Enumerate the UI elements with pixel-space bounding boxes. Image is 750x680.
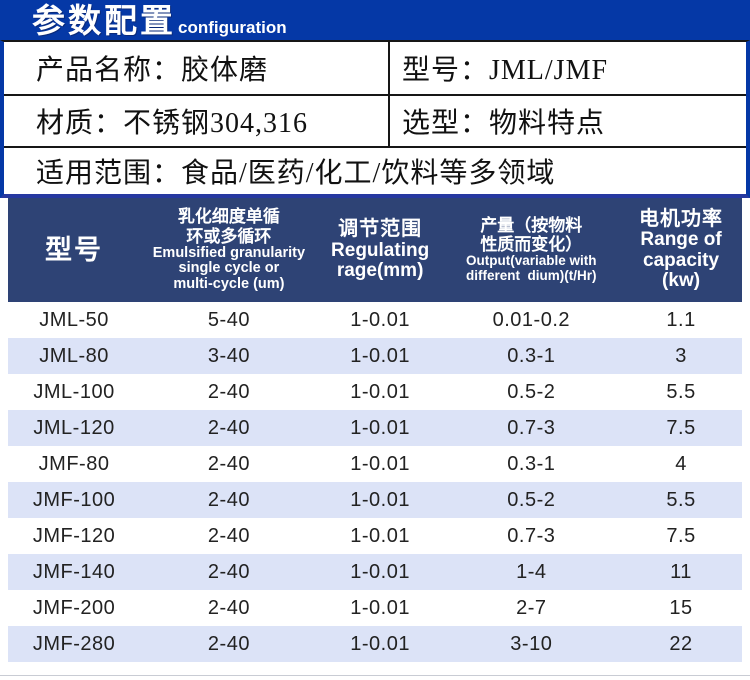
spec-table: 型号 乳化细度单循 环或多循环 Emulsified granularity s… xyxy=(8,198,742,662)
cell-model: JML-120 xyxy=(33,417,115,439)
page-title-en: configuration xyxy=(178,18,287,37)
page-title: 参数配置 xyxy=(32,2,176,39)
cell-granularity: 2-40 xyxy=(207,381,250,403)
table-row: JMF-200 2-40 1-0.01 2-7 15 xyxy=(8,590,742,626)
application-scope-cell: 适用范围：食品/医药/化工/饮料等多领域 xyxy=(36,158,556,189)
header-granularity-en: Emulsified granularity single cycle or m… xyxy=(152,244,306,292)
info-row-name-model: 产品名称：胶体磨 型号：JML/JMF xyxy=(4,42,746,96)
table-body: JML-50 5-40 1-0.01 0.01-0.2 1.1 JML-80 3-40 1-0… xyxy=(8,302,742,662)
title-banner: 参数配置 configuration xyxy=(0,0,750,40)
bottom-divider xyxy=(0,675,750,676)
header-power-en: Range of capacity (kw) xyxy=(640,229,722,292)
header-power-zh: 电机功率 xyxy=(639,208,724,231)
material-cell: 材质：不锈钢304,316 xyxy=(4,96,390,146)
cell-output: 3-10 xyxy=(510,633,553,655)
header-model: 型号 xyxy=(8,198,140,302)
cell-regulating: 1-0.01 xyxy=(350,417,410,439)
cell-model: JML-80 xyxy=(39,345,109,367)
cell-output: 0.7-3 xyxy=(507,417,556,439)
cell-power: 4 xyxy=(675,453,687,475)
cell-granularity: 2-40 xyxy=(207,417,250,439)
model-cell: 型号：JML/JMF xyxy=(402,55,609,86)
table-row: JML-100 2-40 1-0.01 0.5-2 5.5 xyxy=(8,374,742,410)
cell-regulating: 1-0.01 xyxy=(350,381,410,403)
table-row: JML-50 5-40 1-0.01 0.01-0.2 1.1 xyxy=(8,302,742,338)
cell-model: JMF-80 xyxy=(38,453,110,475)
product-info-table: 产品名称：胶体磨 型号：JML/JMF 材质：不锈钢304,316 选型：物料特… xyxy=(0,40,750,198)
table-row: JMF-100 2-40 1-0.01 0.5-2 5.5 xyxy=(8,482,742,518)
table-row: JMF-140 2-40 1-0.01 1-4 11 xyxy=(8,554,742,590)
header-power: 电机功率 Range of capacity (kw) xyxy=(620,198,742,302)
cell-model: JML-50 xyxy=(39,309,109,331)
cell-model: JMF-140 xyxy=(32,561,116,583)
cell-output: 2-7 xyxy=(516,597,547,619)
cell-output: 0.5-2 xyxy=(507,489,556,511)
cell-model: JMF-100 xyxy=(32,489,116,511)
header-regulating: 调节范围 Regulating rage(mm) xyxy=(318,198,443,302)
cell-power: 3 xyxy=(675,345,687,367)
cell-output: 0.7-3 xyxy=(507,525,556,547)
cell-regulating: 1-0.01 xyxy=(350,525,410,547)
cell-power: 7.5 xyxy=(666,417,696,439)
cell-model: JML-100 xyxy=(33,381,115,403)
table-row: JML-80 3-40 1-0.01 0.3-1 3 xyxy=(8,338,742,374)
cell-power: 5.5 xyxy=(666,381,696,403)
cell-granularity: 2-40 xyxy=(207,453,250,475)
table-header: 型号 乳化细度单循 环或多循环 Emulsified granularity s… xyxy=(8,198,742,302)
header-regulating-zh: 调节范围 xyxy=(338,218,423,241)
cell-model: JMF-200 xyxy=(32,597,116,619)
table-row: JML-120 2-40 1-0.01 0.7-3 7.5 xyxy=(8,410,742,446)
cell-granularity: 2-40 xyxy=(207,597,250,619)
cell-granularity: 2-40 xyxy=(207,525,250,547)
cell-output: 1-4 xyxy=(516,561,547,583)
cell-regulating: 1-0.01 xyxy=(350,453,410,475)
table-row: JMF-80 2-40 1-0.01 0.3-1 4 xyxy=(8,446,742,482)
header-model-zh: 型号 xyxy=(45,234,104,265)
header-output: 产量（按物料 性质而变化） Output(variable with diffe… xyxy=(443,198,621,302)
cell-regulating: 1-0.01 xyxy=(350,597,410,619)
cell-power: 1.1 xyxy=(666,309,696,331)
header-granularity-zh: 乳化细度单循 环或多循环 xyxy=(177,207,280,246)
table-row: JMF-280 2-40 1-0.01 3-10 22 xyxy=(8,626,742,662)
cell-output: 0.3-1 xyxy=(507,453,556,475)
cell-granularity: 2-40 xyxy=(207,633,250,655)
cell-output: 0.01-0.2 xyxy=(492,309,570,331)
cell-model: JMF-120 xyxy=(32,525,116,547)
table-row: JMF-120 2-40 1-0.01 0.7-3 7.5 xyxy=(8,518,742,554)
cell-granularity: 2-40 xyxy=(207,489,250,511)
cell-output: 0.5-2 xyxy=(507,381,556,403)
cell-granularity: 5-40 xyxy=(207,309,250,331)
info-row-application: 适用范围：食品/医药/化工/饮料等多领域 xyxy=(4,148,746,194)
cell-regulating: 1-0.01 xyxy=(350,345,410,367)
selection-cell: 选型：物料特点 xyxy=(402,108,606,139)
header-output-zh: 产量（按物料 性质而变化） xyxy=(480,216,583,255)
info-row-material-selection: 材质：不锈钢304,316 选型：物料特点 xyxy=(4,96,746,148)
cell-regulating: 1-0.01 xyxy=(350,489,410,511)
header-output-en: Output(variable with different dium)(t/H… xyxy=(466,253,597,284)
header-granularity: 乳化细度单循 环或多循环 Emulsified granularity sing… xyxy=(140,198,318,302)
header-regulating-en: Regulating rage(mm) xyxy=(331,239,430,282)
cell-regulating: 1-0.01 xyxy=(350,561,410,583)
cell-power: 7.5 xyxy=(666,525,696,547)
product-name-cell: 产品名称：胶体磨 xyxy=(4,42,390,94)
cell-regulating: 1-0.01 xyxy=(350,309,410,331)
cell-output: 0.3-1 xyxy=(507,345,556,367)
cell-power: 5.5 xyxy=(666,489,696,511)
cell-power: 22 xyxy=(669,633,693,655)
cell-granularity: 3-40 xyxy=(207,345,250,367)
cell-power: 15 xyxy=(669,597,693,619)
cell-granularity: 2-40 xyxy=(207,561,250,583)
cell-model: JMF-280 xyxy=(32,633,116,655)
cell-regulating: 1-0.01 xyxy=(350,633,410,655)
cell-power: 11 xyxy=(670,561,692,583)
